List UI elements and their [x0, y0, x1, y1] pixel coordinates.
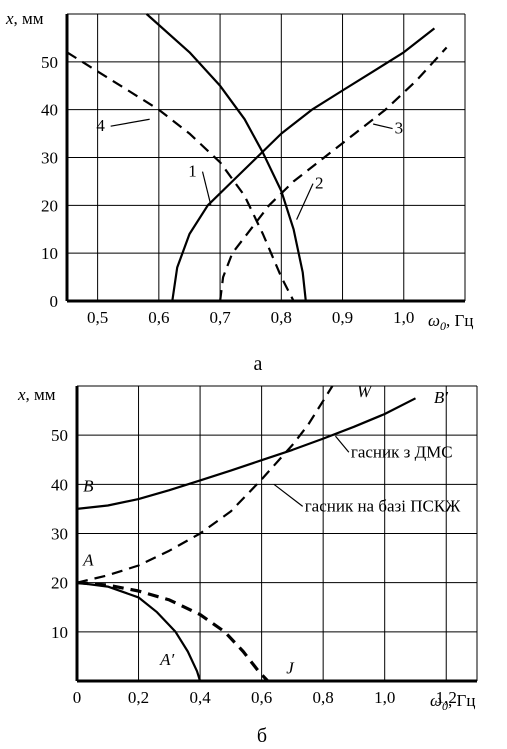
chart-a-leader-0 — [201, 171, 212, 206]
chart-b-x-tick-label-1: 0,2 — [128, 688, 149, 707]
chart-a-series — [66, 13, 448, 302]
chart-b-x-tick-label-6: 1,2 — [436, 688, 457, 707]
chart-a-panel-label: а — [254, 353, 263, 375]
chart-a-leader-2 — [373, 123, 393, 130]
chart-b-series — [76, 385, 416, 683]
chart-a-y-tick-label-3: 30 — [41, 149, 58, 168]
chart-b: 0 0,2 0,4 0,6 0,8 1,0 1,2 10 20 30 40 50 гасник з Д… — [17, 382, 478, 747]
chart-a-x-tick-label-3: 0,8 — [271, 308, 292, 327]
chart-b-series-0 — [76, 397, 416, 510]
chart-b-point-label-3: J — [286, 659, 295, 678]
chart-b-point-label-4: W — [357, 382, 373, 401]
chart-b-x-tick-label-4: 0,8 — [313, 688, 334, 707]
chart-b-x-tick-label-5: 1,0 — [374, 688, 395, 707]
chart-a-axes — [65, 14, 465, 303]
chart-a-annotation-1: 2 — [315, 174, 324, 193]
chart-a-series-1 — [145, 13, 307, 302]
chart-b-xlabel: ω0, Гц — [430, 691, 475, 713]
chart-a-annotations: 1 2 3 4 — [96, 116, 404, 220]
chart-a-x-tick-label-1: 0,6 — [148, 308, 169, 327]
chart-b-series-3 — [76, 581, 269, 683]
chart-a-xlabel: ω0, Гц — [428, 311, 473, 333]
chart-a-x-tick-label-2: 0,7 — [209, 308, 231, 327]
chart-a-x-tick-label-5: 1,0 — [393, 308, 414, 327]
chart-b-y-tick-label-1: 20 — [51, 574, 68, 593]
chart-b-series-2 — [76, 581, 202, 682]
chart-b-y-tick-label-4: 50 — [51, 426, 68, 445]
chart-a-leader-1 — [296, 183, 314, 220]
chart-b-point-label-0: A — [82, 550, 94, 569]
chart-b-leader-0 — [334, 435, 350, 453]
chart-b-x-tick-label-3: 0,6 — [251, 688, 272, 707]
chart-a-grid — [67, 13, 466, 301]
chart-b-series-1 — [76, 385, 334, 584]
chart-a-y-tick-label-5: 50 — [41, 53, 58, 72]
chart-a-y-tick-label-0: 0 — [50, 292, 59, 311]
chart-b-leader-1 — [273, 483, 304, 507]
chart-a-annotation-0: 1 — [188, 162, 197, 181]
chart-a: 0,5 0,6 0,7 0,8 0,9 1,0 0 10 20 30 40 50 1 2 3 4 x, мм… — [5, 9, 473, 375]
chart-a-series-2 — [219, 46, 448, 302]
chart-b-point-label-1: B — [83, 477, 94, 496]
chart-a-ylabel: x, мм — [5, 9, 44, 28]
chart-b-tick-labels: 0 0,2 0,4 0,6 0,8 1,0 1,2 10 20 30 40 50 — [51, 426, 457, 707]
chart-a-y-tick-label-2: 20 — [41, 196, 58, 215]
chart-a-leader-3 — [110, 118, 150, 127]
chart-b-point-label-2: A′ — [159, 650, 174, 669]
chart-a-series-3 — [66, 51, 295, 302]
chart-a-annotation-2: 3 — [395, 119, 404, 138]
chart-b-annotation-1: гасник на базі ПСКЖ — [305, 496, 461, 515]
chart-a-annotation-3: 4 — [96, 116, 105, 135]
chart-b-panel-label: б — [257, 725, 267, 747]
chart-a-tick-labels: 0,5 0,6 0,7 0,8 0,9 1,0 0 10 20 30 40 50 — [41, 53, 414, 327]
chart-b-ylabel: x, мм — [17, 385, 56, 404]
chart-a-y-tick-label-1: 10 — [41, 244, 58, 263]
chart-b-annotations: гасник з ДМС гасник на базі ПСКЖ A B A′ J W B′ — [82, 382, 461, 678]
chart-b-grid — [77, 385, 478, 681]
chart-b-x-tick-label-0: 0 — [73, 688, 82, 707]
chart-a-x-tick-label-0: 0,5 — [87, 308, 108, 327]
chart-b-y-tick-label-2: 30 — [51, 525, 68, 544]
chart-b-x-tick-label-2: 0,4 — [189, 688, 211, 707]
chart-b-y-tick-label-3: 40 — [51, 475, 68, 494]
chart-a-y-tick-label-4: 40 — [41, 101, 58, 120]
chart-b-point-label-5: B′ — [434, 388, 448, 407]
chart-a-x-tick-label-4: 0,9 — [332, 308, 353, 327]
chart-a-series-0 — [171, 27, 436, 302]
chart-b-axes — [75, 386, 477, 683]
chart-b-annotation-0: гасник з ДМС — [351, 442, 453, 461]
chart-b-y-tick-label-0: 10 — [51, 623, 68, 642]
